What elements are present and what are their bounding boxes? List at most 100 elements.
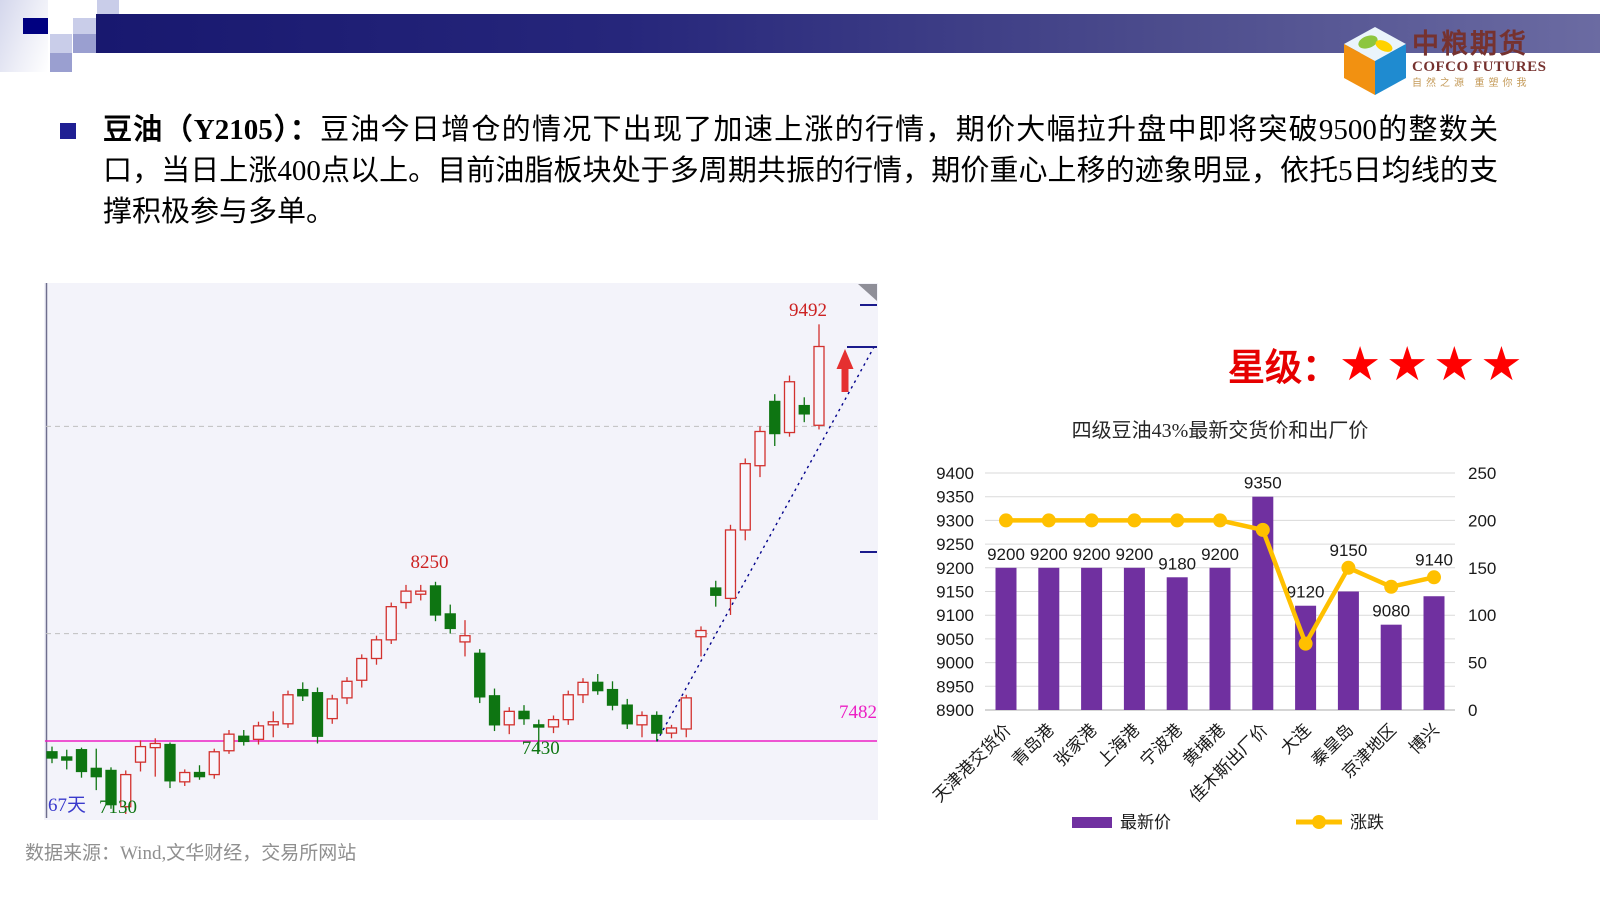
corner-triangle-icon xyxy=(858,284,877,301)
line-marker xyxy=(1427,570,1441,585)
candle-down xyxy=(105,769,117,806)
candle-up xyxy=(385,606,397,641)
category-label: 青岛港 xyxy=(1008,720,1057,769)
line-marker xyxy=(1341,560,1356,575)
candle-up xyxy=(724,529,737,600)
candle-up xyxy=(223,733,235,752)
candle-down xyxy=(164,743,176,782)
bar-value-label: 9200 xyxy=(1201,545,1239,564)
bar-value-label: 9180 xyxy=(1158,554,1196,573)
bar-value-label: 9080 xyxy=(1372,602,1410,621)
candle-up xyxy=(341,680,353,699)
candle-down xyxy=(238,735,250,743)
candle-down xyxy=(592,681,604,692)
legend-bar-label: 最新价 xyxy=(1120,813,1171,832)
bar-value-label: 9120 xyxy=(1287,583,1325,602)
left-axis-tick: 9300 xyxy=(936,511,974,530)
kline-label-low: 7130 xyxy=(99,797,137,818)
line-marker xyxy=(1170,513,1185,528)
candle-down xyxy=(798,404,810,415)
star-rating-label: 星级： xyxy=(1228,348,1339,389)
candle-down xyxy=(769,400,781,435)
category-label: 大连 xyxy=(1277,720,1314,757)
logo-name-cn: 中粮期货 xyxy=(1412,29,1528,59)
support-label: 7482 xyxy=(839,702,877,723)
candle-down xyxy=(474,652,486,698)
bullet-body: 豆油今日增仓的情况下出现了加速上涨的行情，期价大幅拉升盘中即将突破9500的整数… xyxy=(103,114,1498,228)
legend-line-label: 涨跌 xyxy=(1350,813,1384,832)
line-marker xyxy=(1213,513,1227,528)
left-axis-tick: 9400 xyxy=(936,464,974,483)
bar xyxy=(1337,591,1359,710)
line-marker xyxy=(1255,522,1270,537)
line-marker xyxy=(1041,513,1056,528)
legend-line-marker xyxy=(1312,815,1326,829)
candlestick-chart: 9492 8250 7430 7130 67天 7482 xyxy=(44,283,878,820)
candle-down xyxy=(444,613,456,630)
candle-down xyxy=(533,724,545,728)
trendline xyxy=(656,343,877,742)
candle-up xyxy=(415,590,427,595)
bar-value-label: 9200 xyxy=(1115,545,1153,564)
line-marker xyxy=(1384,579,1399,594)
bar xyxy=(995,567,1017,710)
candle-down xyxy=(606,688,619,706)
category-label: 上海港 xyxy=(1094,720,1143,769)
deco-square xyxy=(23,18,48,34)
kline-label-days: 67天 xyxy=(48,795,86,816)
category-label: 博兴 xyxy=(1405,720,1442,757)
legend-bar-swatch xyxy=(1072,817,1112,828)
candle-up xyxy=(547,718,560,728)
bar xyxy=(1423,596,1445,710)
right-axis-tick: 0 xyxy=(1468,701,1477,720)
bar-value-label: 9200 xyxy=(1073,545,1111,564)
candle-up xyxy=(356,657,368,681)
candle-up xyxy=(665,727,678,734)
data-source-note: 数据来源：Wind,文华财经，交易所网站 xyxy=(25,843,357,864)
deco-square xyxy=(50,53,72,72)
star-icons: ★★★★ xyxy=(1339,336,1528,392)
candle-down xyxy=(518,710,530,720)
line-marker xyxy=(999,513,1013,528)
left-axis-tick: 9250 xyxy=(936,535,974,554)
candle-up xyxy=(636,714,648,726)
candle-down xyxy=(651,714,663,734)
candle-up xyxy=(282,694,294,725)
category-label: 宁波港 xyxy=(1137,720,1186,769)
left-axis-tick: 8900 xyxy=(936,701,974,720)
cofco-logo-icon xyxy=(1344,27,1406,95)
candle-down xyxy=(193,771,206,778)
candle-up xyxy=(459,635,471,643)
left-axis-tick: 9200 xyxy=(936,559,974,578)
candle-up xyxy=(680,697,692,730)
candle-down xyxy=(75,749,88,773)
bar xyxy=(1380,624,1402,710)
bar-value-label: 9150 xyxy=(1329,541,1367,560)
kline-label-peak: 8250 xyxy=(411,552,449,573)
left-axis-tick: 9050 xyxy=(936,630,974,649)
deco-square xyxy=(97,0,119,17)
left-axis-tick: 9350 xyxy=(936,488,974,507)
bar xyxy=(1123,567,1145,710)
up-arrow-icon xyxy=(836,349,854,392)
candle-down xyxy=(297,688,309,697)
candle-up xyxy=(577,681,589,696)
candle-down xyxy=(621,704,633,725)
deco-square xyxy=(73,34,96,53)
candle-down xyxy=(710,587,722,596)
candle-up xyxy=(813,345,825,426)
line-marker xyxy=(1127,513,1142,528)
candle-up xyxy=(134,745,147,763)
bar-chart-title: 四级豆油43%最新交货价和出厂价 xyxy=(1072,419,1369,442)
bar-value-label: 9200 xyxy=(1030,545,1068,564)
candle-down xyxy=(488,695,501,726)
candle-up xyxy=(252,725,265,740)
category-label: 天津港交货价 xyxy=(929,720,1015,806)
left-axis-tick: 9100 xyxy=(936,606,974,625)
left-axis-tick: 9000 xyxy=(936,654,974,673)
candle-up xyxy=(695,629,707,638)
kline-label-pullback_low: 7430 xyxy=(522,738,560,759)
candle-up xyxy=(267,721,279,726)
candle-up xyxy=(370,639,383,660)
line-marker xyxy=(1298,636,1313,651)
